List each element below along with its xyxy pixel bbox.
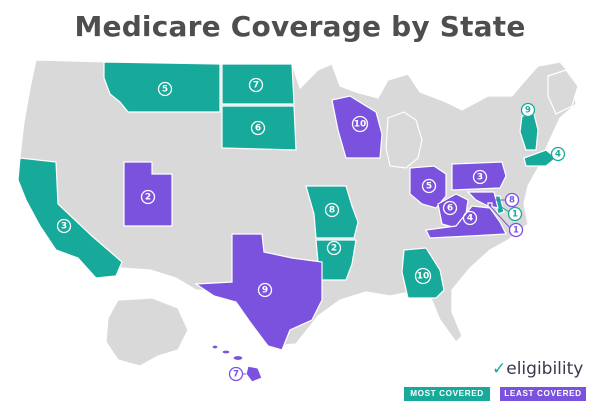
state-VT[interactable] <box>519 113 539 151</box>
rank-label-dc: 1 <box>513 226 519 236</box>
rank-badge-wi <box>351 115 369 133</box>
state-HI[interactable] <box>211 344 263 383</box>
rank-label-wi: 10 <box>354 120 367 130</box>
state-ND[interactable] <box>221 63 295 105</box>
rank-badges: 5 7 6 3 8 2 10 9 4 1 2 10 9 5 3 6 4 8 1 7 <box>56 77 566 382</box>
rank-label-md: 8 <box>509 196 515 206</box>
rank-label-oh: 5 <box>426 182 432 192</box>
rank-badge-de <box>507 206 523 222</box>
rank-badge-ga <box>414 267 432 285</box>
rank-label-mt: 5 <box>162 85 168 95</box>
state-VA[interactable] <box>425 205 507 239</box>
state-MI <box>385 111 423 169</box>
rank-badge-wv <box>442 200 458 216</box>
rank-badge-ma <box>550 146 566 162</box>
rank-label-ca: 3 <box>61 222 67 232</box>
state-MT[interactable] <box>103 61 221 113</box>
rank-badge-nd <box>248 77 264 93</box>
rank-badge-ar <box>326 240 342 256</box>
state-PA[interactable] <box>451 161 507 191</box>
checkmark-icon: ✓ <box>492 359 507 379</box>
state-AK <box>105 297 189 367</box>
rank-label-va: 4 <box>467 214 473 224</box>
rank-badge-mo <box>324 202 340 218</box>
rank-label-ma: 4 <box>555 150 561 160</box>
rank-badge-vt <box>520 102 536 118</box>
rank-label-ga: 10 <box>417 272 430 282</box>
rank-label-hi: 7 <box>233 370 239 380</box>
state-UT[interactable] <box>123 161 173 227</box>
rank-label-wv: 6 <box>447 204 453 214</box>
rank-label-vt: 9 <box>525 106 531 116</box>
rank-label-de: 1 <box>512 210 518 220</box>
rank-badge-md <box>504 192 520 208</box>
state-ME <box>547 69 579 115</box>
rank-badge-sd <box>250 120 266 136</box>
state-GA[interactable] <box>401 247 445 299</box>
state-DC[interactable] <box>487 202 493 208</box>
state-MA[interactable] <box>523 149 557 167</box>
rank-label-sd: 6 <box>255 124 261 134</box>
rank-badge-tx <box>257 282 273 298</box>
rank-badge-mt <box>157 81 173 97</box>
rank-badge-oh <box>421 178 437 194</box>
logo-text: eligibility <box>506 359 584 379</box>
rank-label-nd: 7 <box>253 81 259 91</box>
rank-badge-hi <box>228 366 244 382</box>
state-WI[interactable] <box>331 95 383 159</box>
legend-least-covered: LEAST COVERED <box>500 387 586 401</box>
rank-badge-ca <box>56 218 72 234</box>
rank-label-ar: 2 <box>331 244 337 254</box>
rank-label-mo: 8 <box>329 206 335 216</box>
rank-badge-dc <box>508 222 524 238</box>
state-MO[interactable] <box>305 185 359 239</box>
state-CA[interactable] <box>17 157 123 279</box>
rank-label-pa: 3 <box>477 173 483 183</box>
legend-most-covered: MOST COVERED <box>404 387 490 401</box>
eligibility-logo: ✓eligibility <box>492 359 583 379</box>
rank-badge-ut <box>140 189 156 205</box>
rank-badge-pa <box>472 169 488 185</box>
rank-label-tx: 9 <box>262 286 268 296</box>
map-title: Medicare Coverage by State <box>74 10 526 43</box>
rank-label-ut: 2 <box>145 193 151 203</box>
state-SD[interactable] <box>221 105 297 151</box>
rank-badge-va <box>462 210 478 226</box>
